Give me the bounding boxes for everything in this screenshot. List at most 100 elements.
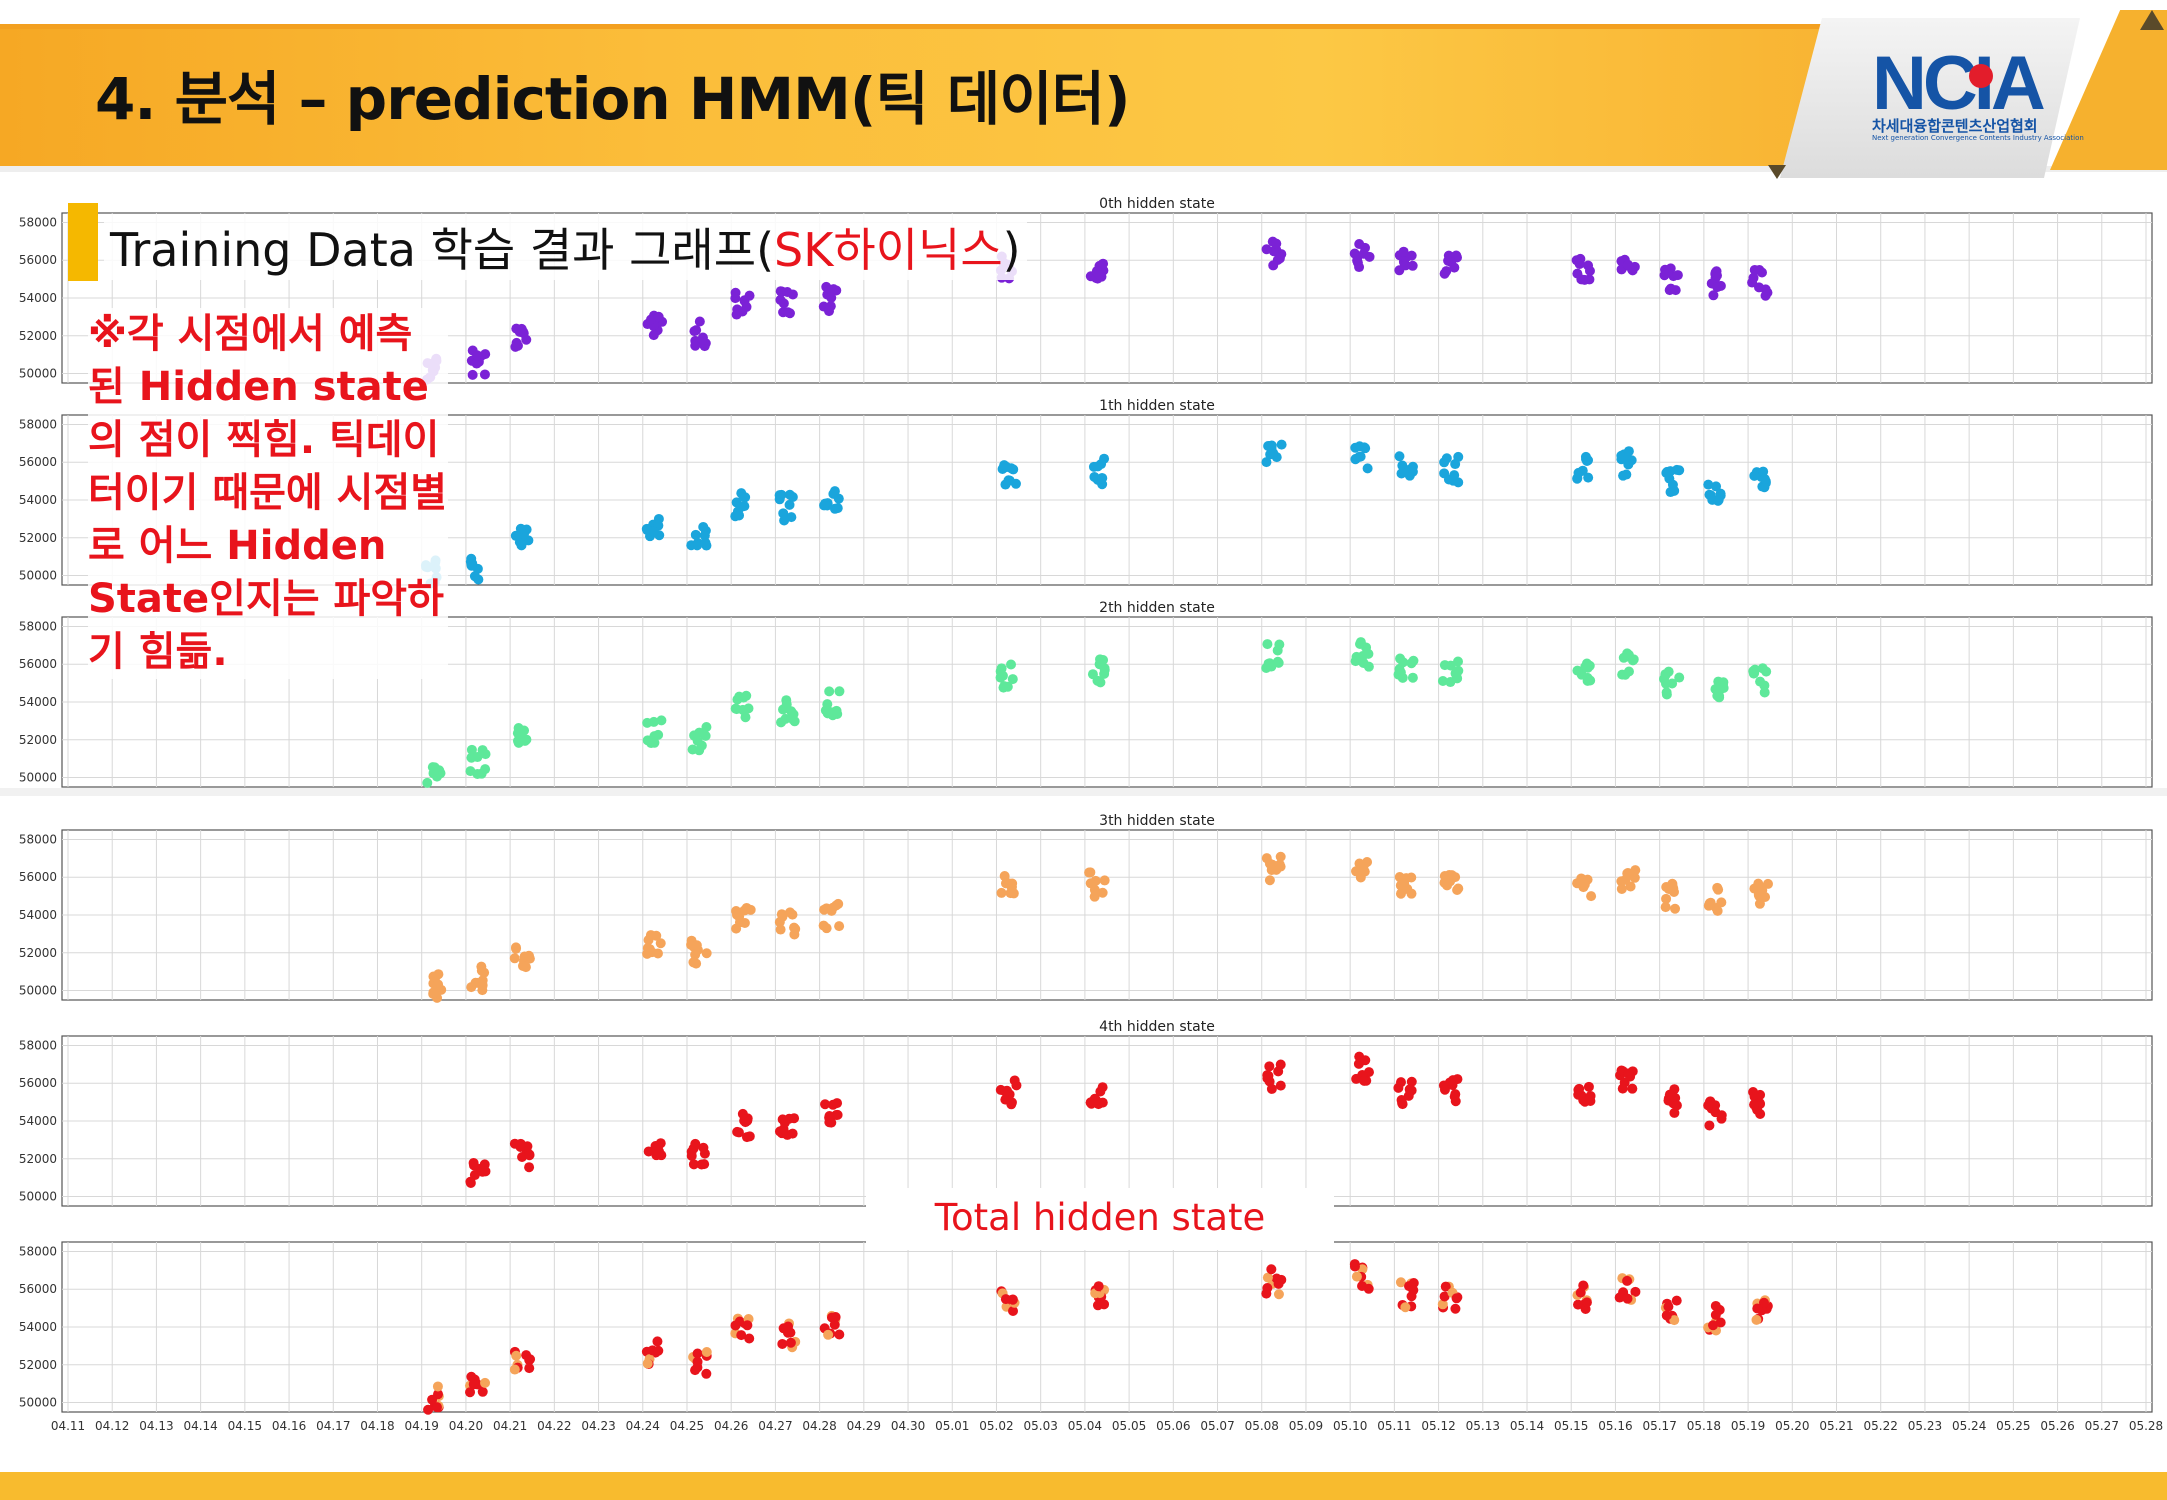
scatter-point	[1451, 1293, 1462, 1304]
scatter-point	[823, 1329, 834, 1340]
scatter-point	[1708, 1320, 1719, 1331]
x-tick-label: 05.25	[1996, 1419, 2030, 1433]
scatter-point	[826, 1312, 837, 1323]
scatter-point-cluster	[1751, 1295, 1773, 1325]
scatter-point	[656, 715, 667, 726]
scatter-point	[1576, 669, 1587, 680]
scatter-point	[1665, 487, 1676, 498]
scatter-point-cluster	[1394, 872, 1417, 899]
x-tick-label: 04.27	[758, 1419, 792, 1433]
scatter-point	[1585, 1090, 1596, 1101]
x-tick-label: 04.13	[139, 1419, 173, 1433]
y-tick-label: 58000	[19, 215, 57, 229]
scatter-point	[1583, 472, 1594, 483]
scatter-point	[739, 917, 750, 928]
scatter-point	[1085, 867, 1096, 878]
scatter-point-cluster	[1090, 1281, 1110, 1311]
scatter-point	[783, 1321, 794, 1332]
x-tick-label: 05.13	[1466, 1419, 1500, 1433]
x-tick-label: 04.12	[95, 1419, 129, 1433]
scatter-point	[1716, 897, 1727, 908]
scatter-point	[1359, 442, 1370, 453]
scatter-point-cluster	[996, 871, 1019, 899]
scatter-point-cluster	[1572, 451, 1594, 484]
scatter-point	[1099, 875, 1110, 886]
scatter-point	[1710, 684, 1721, 695]
scatter-point	[1586, 891, 1597, 902]
scatter-point	[692, 1356, 703, 1367]
scatter-point	[1439, 1291, 1450, 1302]
scatter-point	[692, 540, 703, 551]
header-top-line	[0, 24, 1880, 29]
scatter-point-cluster	[1703, 882, 1727, 916]
scatter-point	[1659, 270, 1670, 281]
scatter-point	[1363, 1283, 1374, 1294]
scatter-point	[1710, 1107, 1721, 1118]
scatter-point	[465, 766, 476, 777]
y-tick-label: 50000	[19, 569, 57, 583]
x-tick-label: 05.08	[1245, 1419, 1279, 1433]
scatter-point-cluster	[641, 513, 665, 542]
x-tick-label: 05.11	[1377, 1419, 1411, 1433]
y-tick-label: 54000	[19, 695, 57, 709]
scatter-point	[1581, 1297, 1592, 1308]
x-tick-label: 05.23	[1908, 1419, 1942, 1433]
scatter-point	[779, 1117, 790, 1128]
scatter-point	[519, 735, 530, 746]
x-tick-label: 05.01	[935, 1419, 969, 1433]
y-tick-label: 50000	[19, 1396, 57, 1410]
scatter-point-cluster	[642, 310, 668, 341]
y-tick-label: 52000	[19, 733, 57, 747]
x-tick-label: 05.14	[1510, 1419, 1544, 1433]
y-tick-label: 56000	[19, 1076, 57, 1090]
scatter-point	[1447, 1080, 1458, 1091]
scatter-point	[820, 1099, 831, 1110]
scatter-point-cluster	[1614, 1273, 1641, 1305]
logo-english-name: Next generation Convergence Contents Ind…	[1872, 134, 2084, 142]
scatter-point	[1672, 270, 1683, 281]
scatter-point	[1584, 660, 1595, 671]
scatter-point-cluster	[1394, 246, 1418, 276]
scatter-point	[1397, 672, 1408, 683]
scatter-point	[427, 1394, 438, 1405]
y-tick-label: 54000	[19, 493, 57, 507]
y-tick-label: 56000	[19, 657, 57, 671]
scatter-point	[1449, 262, 1460, 273]
scatter-point	[1661, 467, 1672, 478]
scatter-point	[741, 301, 752, 312]
page-title: 4. 분석 – prediction HMM(틱 데이터)	[95, 65, 1130, 133]
scatter-point	[524, 1150, 535, 1161]
scatter-point	[995, 666, 1006, 677]
scatter-point	[785, 907, 796, 918]
scatter-point	[1715, 1317, 1726, 1328]
scatter-point	[700, 537, 711, 548]
scatter-point	[1759, 473, 1770, 484]
scatter-point	[519, 725, 530, 736]
scatter-point-cluster	[1659, 263, 1683, 296]
scatter-point	[731, 905, 742, 916]
scatter-point	[731, 497, 742, 508]
scatter-point	[1262, 1272, 1273, 1283]
scatter-point	[1358, 248, 1369, 259]
scatter-point	[1437, 676, 1448, 687]
scatter-point	[1665, 283, 1676, 294]
scatter-point-cluster	[428, 969, 447, 1003]
scatter-point	[1630, 1286, 1641, 1297]
chart-separator	[0, 788, 2167, 796]
scatter-point	[1005, 888, 1016, 899]
scatter-point	[648, 330, 659, 341]
scatter-point	[787, 1128, 798, 1139]
scatter-point	[515, 523, 526, 534]
scatter-point	[511, 943, 522, 954]
scatter-point	[686, 1146, 697, 1157]
scatter-point	[730, 287, 741, 298]
scatter-point-cluster	[1658, 666, 1685, 700]
y-tick-label: 52000	[19, 329, 57, 343]
scatter-point	[1579, 274, 1590, 285]
scatter-point	[1618, 470, 1629, 481]
scatter-point	[1097, 473, 1108, 484]
x-tick-label: 04.30	[891, 1419, 925, 1433]
scatter-point	[1578, 876, 1589, 887]
scatter-point-cluster	[1439, 451, 1464, 488]
scatter-point	[996, 887, 1007, 898]
